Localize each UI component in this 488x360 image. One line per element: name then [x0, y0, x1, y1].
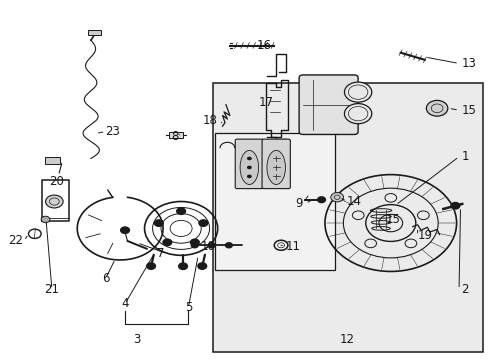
- Circle shape: [246, 166, 251, 169]
- Text: 17: 17: [259, 96, 273, 109]
- Circle shape: [163, 239, 171, 246]
- Circle shape: [121, 227, 129, 233]
- Text: 15: 15: [385, 213, 400, 226]
- Circle shape: [208, 243, 215, 248]
- Circle shape: [146, 263, 155, 269]
- Circle shape: [199, 220, 207, 226]
- Circle shape: [330, 193, 343, 202]
- Circle shape: [426, 100, 447, 116]
- Circle shape: [225, 243, 232, 248]
- Text: 15: 15: [461, 104, 475, 117]
- Bar: [44, 157, 60, 164]
- Circle shape: [176, 208, 185, 215]
- Circle shape: [450, 203, 459, 209]
- Text: 23: 23: [105, 125, 120, 138]
- Text: 14: 14: [346, 195, 361, 208]
- Text: 20: 20: [49, 175, 64, 188]
- Text: 9: 9: [295, 197, 303, 210]
- Text: 19: 19: [417, 229, 432, 242]
- Circle shape: [317, 197, 325, 203]
- Text: 5: 5: [184, 301, 192, 314]
- Circle shape: [154, 220, 163, 226]
- FancyBboxPatch shape: [235, 139, 263, 189]
- Text: 7: 7: [156, 247, 163, 260]
- Text: 1: 1: [461, 150, 468, 163]
- FancyBboxPatch shape: [262, 139, 290, 189]
- Text: 10: 10: [200, 240, 215, 253]
- Bar: [212, 83, 483, 352]
- Circle shape: [344, 104, 371, 124]
- FancyBboxPatch shape: [299, 75, 357, 134]
- Circle shape: [246, 157, 251, 160]
- Text: 13: 13: [461, 57, 475, 70]
- Ellipse shape: [266, 150, 285, 184]
- Text: 16: 16: [256, 39, 271, 52]
- Circle shape: [190, 239, 199, 246]
- Bar: [168, 132, 182, 138]
- Text: 4: 4: [121, 297, 128, 310]
- Text: 12: 12: [339, 333, 354, 346]
- Circle shape: [45, 195, 63, 208]
- Bar: [88, 30, 101, 35]
- Text: 3: 3: [133, 333, 141, 346]
- Text: 8: 8: [171, 130, 178, 144]
- Ellipse shape: [240, 150, 258, 184]
- Circle shape: [198, 263, 206, 269]
- Circle shape: [344, 82, 371, 102]
- Bar: [215, 134, 334, 270]
- Circle shape: [246, 175, 251, 178]
- Text: 11: 11: [285, 240, 300, 253]
- Circle shape: [178, 263, 187, 270]
- Text: 2: 2: [461, 283, 468, 296]
- Circle shape: [41, 216, 50, 223]
- Text: 22: 22: [8, 234, 22, 247]
- Text: 6: 6: [102, 272, 109, 285]
- Text: 21: 21: [44, 283, 59, 296]
- Circle shape: [191, 243, 198, 248]
- Text: 18: 18: [203, 114, 217, 127]
